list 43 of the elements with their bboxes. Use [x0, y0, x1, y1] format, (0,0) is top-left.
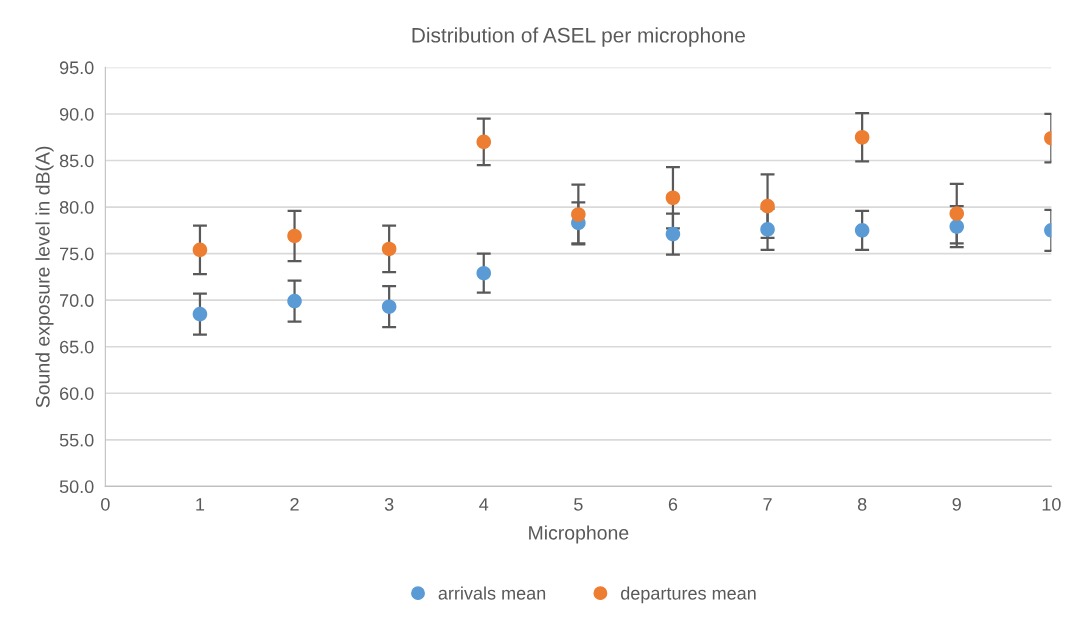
x-tick-label: 3 — [384, 497, 394, 511]
y-tick-label: 55.0 — [59, 433, 94, 447]
x-tick-label: 1 — [196, 498, 205, 511]
point — [476, 265, 492, 281]
x-tick-label: 2 — [290, 497, 299, 511]
y-tick-label: 75.0 — [60, 247, 94, 261]
legend-label: departures mean — [621, 586, 756, 604]
y-tick-label: 95.0 — [59, 61, 94, 75]
point — [949, 219, 965, 234]
x-tick-label: 6 — [668, 497, 678, 511]
point — [381, 299, 397, 314]
point — [665, 226, 681, 242]
y-tick-label: 60.0 — [60, 387, 94, 400]
x-tick-label: 10 — [1042, 497, 1061, 511]
point — [476, 134, 492, 150]
chart-title: Distribution of ASEL per microphone — [412, 27, 745, 47]
point — [854, 223, 870, 238]
legend-label: arrivals mean — [438, 586, 546, 600]
y-tick-label: 65.0 — [60, 340, 94, 354]
point — [760, 222, 775, 237]
x-tick-label: 0 — [101, 497, 110, 511]
y-tick-label: 50.0 — [59, 480, 94, 494]
y-tick-label: 90.0 — [59, 107, 94, 121]
point — [381, 241, 397, 257]
point — [760, 198, 775, 214]
y-tick-label: 80.0 — [59, 200, 94, 214]
point — [949, 206, 965, 221]
x-tick-label: 7 — [763, 498, 772, 511]
point — [571, 207, 586, 222]
y-axis-title: Sound exposure level in dB(A) — [35, 146, 54, 408]
point — [854, 129, 870, 145]
point — [287, 228, 302, 244]
y-tick-label: 85.0 — [59, 154, 94, 168]
point — [287, 293, 302, 309]
x-tick-label: 4 — [479, 498, 489, 511]
point — [665, 190, 681, 206]
x-axis-title: Microphone — [529, 525, 629, 544]
x-tick-label: 5 — [574, 498, 583, 511]
point — [192, 306, 208, 322]
x-tick-label: 8 — [857, 497, 867, 511]
point — [192, 242, 208, 258]
y-tick-label: 70.0 — [60, 294, 94, 307]
x-tick-label: 9 — [952, 497, 961, 511]
